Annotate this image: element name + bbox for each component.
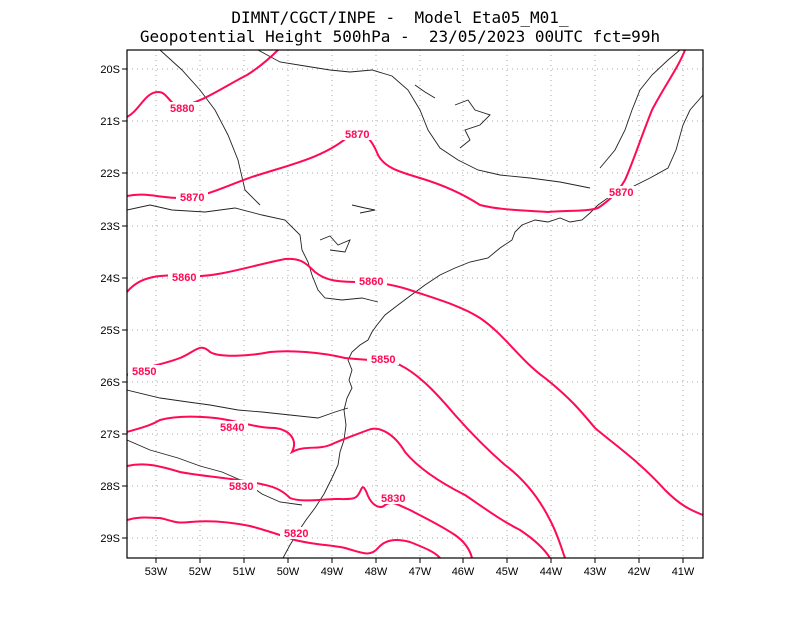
lat-label-26s: 26S <box>100 377 120 389</box>
contour-label-5860-center: 5860 <box>359 276 383 288</box>
lon-label-44w: 44W <box>540 566 563 578</box>
lat-label-24s: 24S <box>100 273 120 285</box>
contour-5850 <box>126 346 566 559</box>
lat-label-28s: 28S <box>100 481 120 493</box>
lon-label-45w: 45W <box>496 566 519 578</box>
lat-label-29s: 29S <box>100 533 120 545</box>
state-border-go <box>257 49 591 189</box>
contour-label-5850-center: 5850 <box>371 354 395 366</box>
lat-label-21s: 21S <box>100 116 120 128</box>
contour-5830 <box>126 463 473 559</box>
contour-label-5880: 5880 <box>170 103 194 115</box>
lon-label-51w: 51W <box>233 566 256 578</box>
state-border-rj <box>599 49 681 169</box>
lat-lon-grid <box>127 50 703 558</box>
contour-label-5840: 5840 <box>220 422 244 434</box>
lon-label-47w: 47W <box>409 566 432 578</box>
lon-label-52w: 52W <box>189 566 212 578</box>
chart-title-line2: Geopotential Height 500hPa - 23/05/2023 … <box>139 27 661 46</box>
lake-2 <box>319 235 351 253</box>
height-contours <box>126 49 704 559</box>
contour-label-5870-east: 5870 <box>609 187 633 199</box>
lat-label-20s: 20S <box>100 64 120 76</box>
lake-3 <box>351 204 376 214</box>
lon-label-43w: 43W <box>584 566 607 578</box>
lake-1 <box>454 99 491 149</box>
contour-5870-west <box>126 49 686 214</box>
map-frame <box>126 49 704 559</box>
lat-label-25s: 25S <box>100 325 120 337</box>
state-border-mg-sp <box>126 204 379 303</box>
lat-label-23s: 23S <box>100 221 120 233</box>
lat-label-22s: 22S <box>100 168 120 180</box>
contour-5860 <box>126 257 704 516</box>
contour-5820 <box>126 516 441 559</box>
axis-ticks <box>122 68 684 563</box>
lon-label-46w: 46W <box>452 566 475 578</box>
contour-5840 <box>126 415 551 559</box>
lon-label-41w: 41W <box>672 566 695 578</box>
chart-title-line1: DIMNT/CGCT/INPE - Model Eta05_M01_ <box>231 8 569 27</box>
lon-label-50w: 50W <box>277 566 300 578</box>
contour-label-5830-east: 5830 <box>381 493 405 505</box>
contour-label-5820: 5820 <box>284 528 308 540</box>
state-border-pr-sc <box>126 389 349 419</box>
lon-label-48w: 48W <box>365 566 388 578</box>
contour-5880 <box>126 49 279 118</box>
coastline-and-borders <box>126 49 704 559</box>
lon-label-42w: 42W <box>628 566 651 578</box>
lon-label-49w: 49W <box>321 566 344 578</box>
lon-label-53w: 53W <box>145 566 168 578</box>
contour-label-5850-west: 5850 <box>132 366 156 378</box>
contour-label-5870-west: 5870 <box>180 192 204 204</box>
state-border-ms <box>159 49 261 206</box>
lat-label-27s: 27S <box>100 429 120 441</box>
contour-label-5830-west: 5830 <box>229 481 253 493</box>
contour-label-5860-west: 5860 <box>172 272 196 284</box>
lake-4 <box>414 84 436 99</box>
contour-label-5870-top: 5870 <box>345 129 369 141</box>
state-border-sc-rs <box>126 439 303 506</box>
contour-label-backgrounds <box>128 102 637 539</box>
coastline <box>282 94 704 559</box>
